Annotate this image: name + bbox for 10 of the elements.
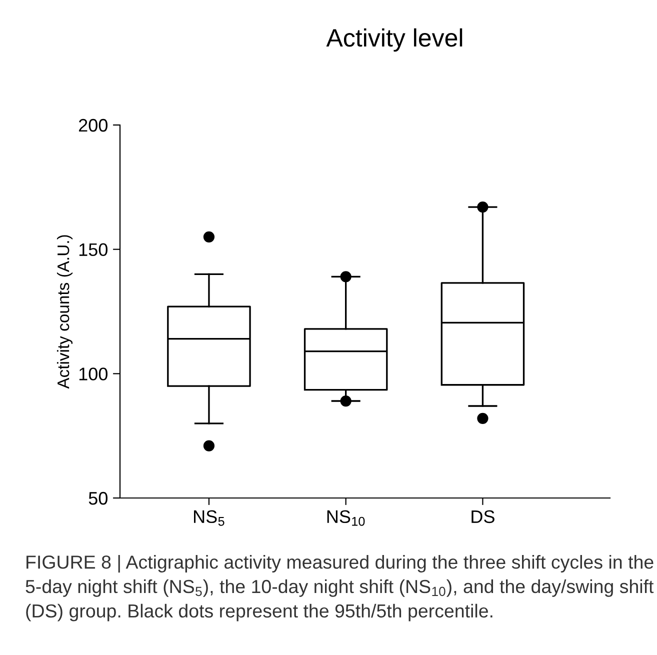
y-tick-label: 200	[78, 118, 108, 132]
x-tick-label: NS$_{10}$	[327, 510, 365, 526]
x-tick-label: NS$_{5}$	[194, 510, 224, 526]
chart-title: Activity level	[326, 28, 462, 52]
caption: FIGURE 8 | Actigraphic activity measured during the three shift cycles in the 5-day night shift (NS$_{5}$), the 10-day night shift (NS$_{10}$), and the day/swing shift (DS) group. Black dots represent the 95th/5th percentile.	[26, 555, 654, 622]
x-tick-label: DS	[472, 510, 494, 524]
y-tick-label: 50	[88, 492, 108, 505]
y-tick-label: 100	[79, 368, 108, 380]
y-axis-title: Activity counts (A.U.)	[56, 235, 73, 389]
y-tick-label: 150	[79, 243, 108, 256]
